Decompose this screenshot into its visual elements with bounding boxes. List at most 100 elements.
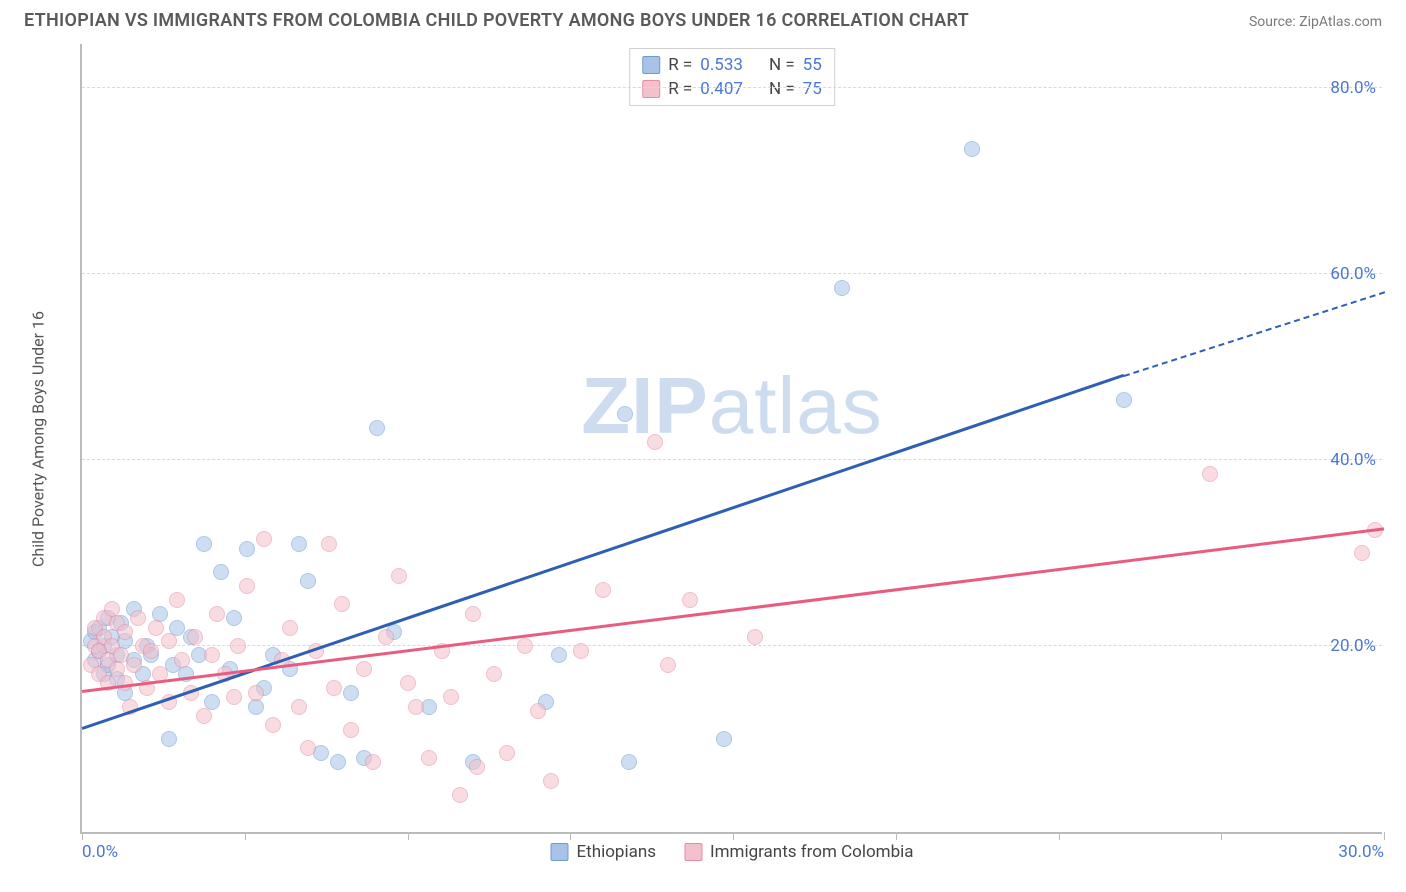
gridline: [82, 87, 1382, 88]
data-point: [230, 638, 246, 654]
legend-swatch: [642, 80, 660, 98]
legend-item: Immigrants from Colombia: [684, 842, 914, 862]
data-point: [356, 661, 372, 677]
y-tick-label: 60.0%: [1330, 264, 1376, 284]
legend-row: R =0.407N =75: [642, 77, 822, 101]
data-point: [321, 536, 337, 552]
data-point: [161, 633, 177, 649]
data-point: [964, 141, 980, 157]
data-point: [248, 699, 264, 715]
legend-label: Immigrants from Colombia: [710, 842, 914, 862]
data-point: [716, 731, 732, 747]
data-point: [400, 675, 416, 691]
data-point: [452, 787, 468, 803]
data-point: [282, 620, 298, 636]
data-point: [248, 685, 264, 701]
y-tick-label: 40.0%: [1330, 450, 1376, 470]
x-tick: [1384, 832, 1385, 840]
data-point: [543, 773, 559, 789]
data-point: [130, 610, 146, 626]
data-point: [421, 750, 437, 766]
data-point: [1202, 466, 1218, 482]
data-point: [174, 652, 190, 668]
data-point: [391, 568, 407, 584]
x-tick: [408, 832, 409, 840]
data-point: [148, 620, 164, 636]
data-point: [1116, 392, 1132, 408]
legend-swatch: [642, 56, 660, 74]
chart-title: ETHIOPIAN VS IMMIGRANTS FROM COLOMBIA CH…: [24, 10, 969, 31]
data-point: [196, 536, 212, 552]
data-point: [343, 685, 359, 701]
data-point: [143, 643, 159, 659]
data-point: [647, 434, 663, 450]
x-tick: [733, 832, 734, 840]
x-tick-label: 30.0%: [1338, 842, 1384, 862]
legend-correlation-box: R = 0.533 N = 55R =0.407N =75: [629, 48, 835, 106]
data-point: [226, 689, 242, 705]
gridline: [82, 459, 1382, 460]
trend-line: [1123, 291, 1384, 377]
x-tick: [1221, 832, 1222, 840]
x-tick-label: 0.0%: [82, 842, 118, 862]
data-point: [226, 610, 242, 626]
legend-row: R = 0.533 N = 55: [642, 53, 822, 77]
data-point: [747, 629, 763, 645]
data-point: [369, 420, 385, 436]
trend-line: [82, 374, 1124, 730]
x-tick: [1059, 832, 1060, 840]
data-point: [517, 638, 533, 654]
x-tick: [896, 832, 897, 840]
scatter-plot: ZIPatlas R =0.533N =55R =0.407N =75 Ethi…: [80, 44, 1382, 834]
data-point: [334, 596, 350, 612]
legend-label: Ethiopians: [576, 842, 656, 862]
data-point: [469, 759, 485, 775]
y-axis-title: Child Poverty Among Boys Under 16: [29, 311, 48, 567]
source-label: Source: ZipAtlas.com: [1249, 14, 1382, 30]
data-point: [187, 629, 203, 645]
gridline: [82, 273, 1382, 274]
data-point: [213, 564, 229, 580]
data-point: [343, 722, 359, 738]
data-point: [551, 647, 567, 663]
data-point: [239, 578, 255, 594]
y-tick-label: 20.0%: [1330, 636, 1376, 656]
data-point: [300, 573, 316, 589]
data-point: [239, 541, 255, 557]
data-point: [486, 666, 502, 682]
data-point: [204, 647, 220, 663]
gridline: [82, 645, 1382, 646]
data-point: [443, 689, 459, 705]
data-point: [300, 740, 316, 756]
legend-n-value: 75: [803, 79, 822, 99]
legend-r-value: 0.407: [700, 79, 743, 99]
data-point: [573, 643, 589, 659]
data-point: [126, 657, 142, 673]
data-point: [117, 624, 133, 640]
legend-n-value: 55: [803, 55, 822, 75]
data-point: [408, 699, 424, 715]
data-point: [378, 629, 394, 645]
data-point: [256, 531, 272, 547]
x-tick: [245, 832, 246, 840]
legend-r-value: 0.533: [700, 55, 743, 75]
data-point: [365, 754, 381, 770]
data-point: [209, 606, 225, 622]
data-point: [682, 592, 698, 608]
data-point: [326, 680, 342, 696]
data-point: [621, 754, 637, 770]
data-point: [330, 754, 346, 770]
data-point: [196, 708, 212, 724]
x-tick: [82, 832, 83, 840]
title-bar: ETHIOPIAN VS IMMIGRANTS FROM COLOMBIA CH…: [0, 0, 1406, 37]
data-point: [499, 745, 515, 761]
data-point: [265, 717, 281, 733]
plot-container: Child Poverty Among Boys Under 16 ZIPatl…: [50, 44, 1382, 834]
data-point: [617, 406, 633, 422]
y-tick-label: 80.0%: [1330, 78, 1376, 98]
x-tick: [570, 832, 571, 840]
legend-n-label: N =: [769, 55, 795, 75]
data-point: [530, 703, 546, 719]
legend-r-label: R =: [668, 55, 692, 75]
data-point: [291, 699, 307, 715]
